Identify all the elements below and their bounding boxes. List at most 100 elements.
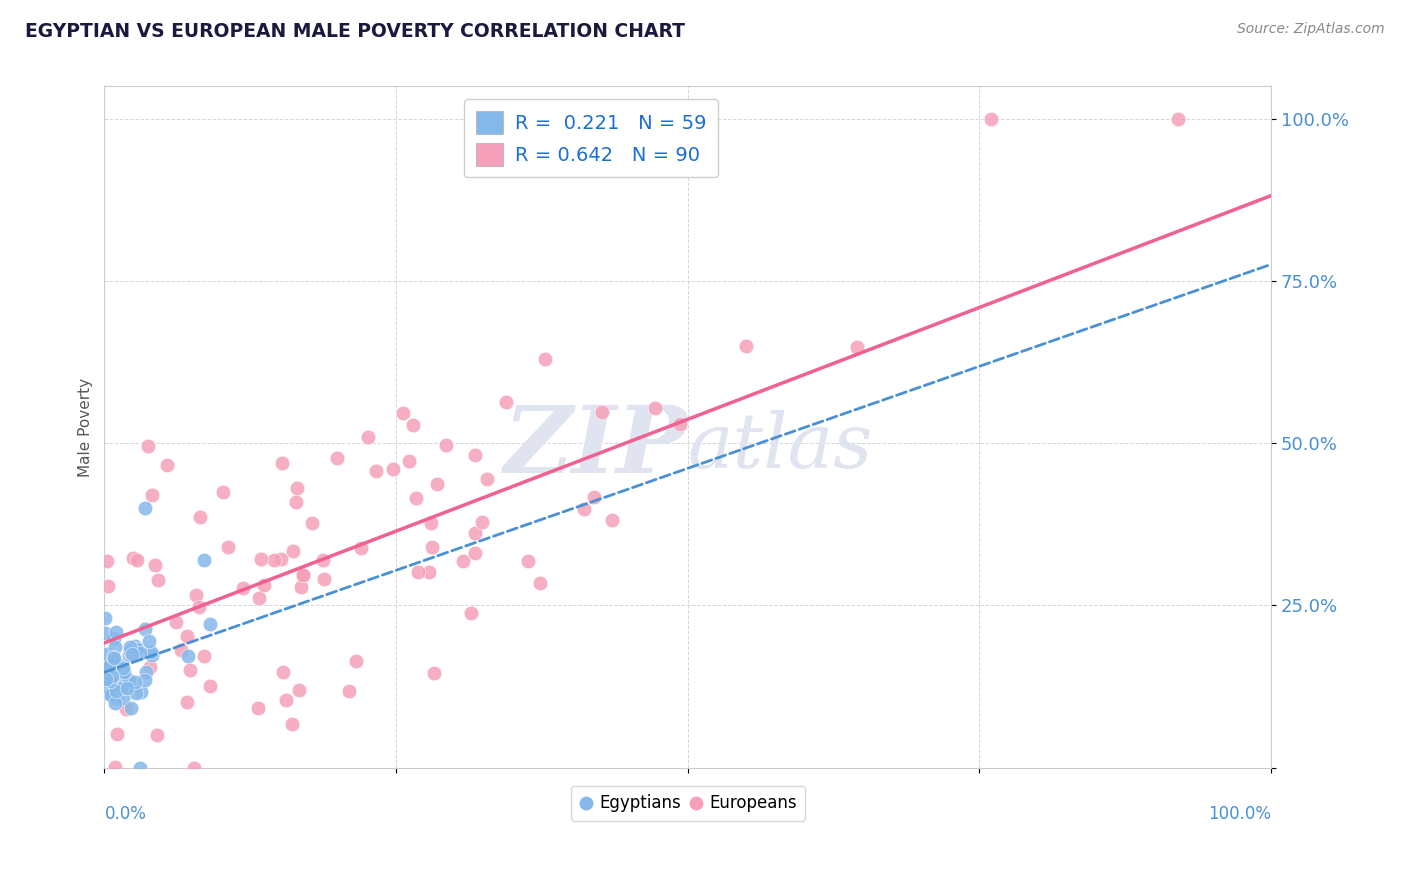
Point: [193, 648, 215, 663]
Point: [118, 648, 141, 662]
Point: [136, 440, 159, 454]
Point: [186, 588, 208, 602]
Point: [98, 672, 121, 686]
Point: [97, 579, 120, 593]
Point: [115, 674, 138, 689]
Point: [94, 611, 117, 625]
Point: [980, 112, 1002, 126]
Point: [198, 679, 221, 693]
Text: 100.0%: 100.0%: [1208, 805, 1271, 823]
Point: [118, 673, 141, 687]
Point: [426, 477, 449, 491]
Point: [129, 646, 152, 660]
Y-axis label: Male Poverty: Male Poverty: [79, 377, 93, 476]
Point: [101, 651, 124, 665]
Point: [122, 648, 145, 662]
Point: [188, 599, 211, 614]
Point: [112, 665, 135, 679]
Point: [104, 760, 127, 774]
Point: [735, 339, 758, 353]
Point: [98, 653, 121, 667]
Point: [101, 669, 124, 683]
Point: [96, 668, 118, 682]
Point: [350, 541, 373, 556]
Point: [337, 684, 360, 698]
Point: [146, 728, 169, 742]
Point: [105, 691, 128, 706]
Point: [572, 501, 595, 516]
Point: [125, 553, 148, 567]
Point: [270, 552, 292, 566]
Point: [94, 670, 117, 684]
Point: [464, 449, 486, 463]
Point: [495, 395, 517, 409]
Point: [311, 553, 333, 567]
Point: [98, 667, 121, 681]
Point: [96, 647, 118, 661]
Point: [124, 639, 146, 653]
Point: [253, 577, 276, 591]
Point: [124, 675, 146, 690]
Point: [274, 692, 297, 706]
Point: [120, 646, 142, 660]
Point: [846, 340, 869, 354]
Point: [183, 761, 205, 775]
Point: [96, 554, 118, 568]
Point: [357, 429, 380, 443]
Point: [290, 580, 312, 594]
Point: [139, 645, 162, 659]
Point: [212, 485, 235, 500]
Point: [138, 660, 160, 674]
Point: [198, 616, 221, 631]
Text: 0.0%: 0.0%: [104, 805, 146, 823]
Point: [592, 404, 614, 418]
Point: [419, 516, 441, 531]
Point: [103, 657, 125, 672]
Point: [271, 665, 294, 679]
Point: [402, 417, 425, 432]
Point: [381, 462, 404, 476]
Point: [120, 701, 142, 715]
Text: ZIP: ZIP: [503, 402, 688, 492]
Point: [100, 689, 122, 703]
Point: [217, 540, 239, 554]
Point: [292, 568, 315, 582]
Point: [346, 654, 368, 668]
Point: [464, 525, 486, 540]
Point: [143, 558, 166, 573]
Point: [115, 702, 138, 716]
Point: [464, 546, 486, 560]
Legend: Egyptians, Europeans: Egyptians, Europeans: [571, 786, 804, 821]
Point: [121, 647, 143, 661]
Point: [112, 661, 135, 675]
Point: [188, 509, 211, 524]
Point: [129, 685, 152, 699]
Point: [134, 501, 156, 516]
Point: [284, 495, 307, 509]
Point: [406, 566, 429, 580]
Text: Source: ZipAtlas.com: Source: ZipAtlas.com: [1237, 22, 1385, 37]
Point: [105, 625, 128, 640]
Point: [118, 644, 141, 658]
Point: [110, 681, 132, 695]
Point: [110, 666, 132, 681]
Point: [176, 629, 198, 643]
Point: [533, 352, 555, 367]
Point: [101, 649, 124, 664]
Point: [600, 513, 623, 527]
Point: [398, 454, 420, 468]
Point: [103, 651, 125, 665]
Point: [392, 406, 415, 420]
Point: [246, 701, 269, 715]
Point: [420, 541, 443, 555]
Point: [287, 683, 309, 698]
Point: [453, 554, 475, 568]
Point: [104, 696, 127, 710]
Point: [669, 417, 692, 431]
Point: [156, 458, 179, 472]
Point: [247, 591, 270, 605]
Point: [250, 551, 273, 566]
Point: [98, 687, 121, 701]
Point: [281, 717, 304, 731]
Point: [141, 648, 163, 663]
